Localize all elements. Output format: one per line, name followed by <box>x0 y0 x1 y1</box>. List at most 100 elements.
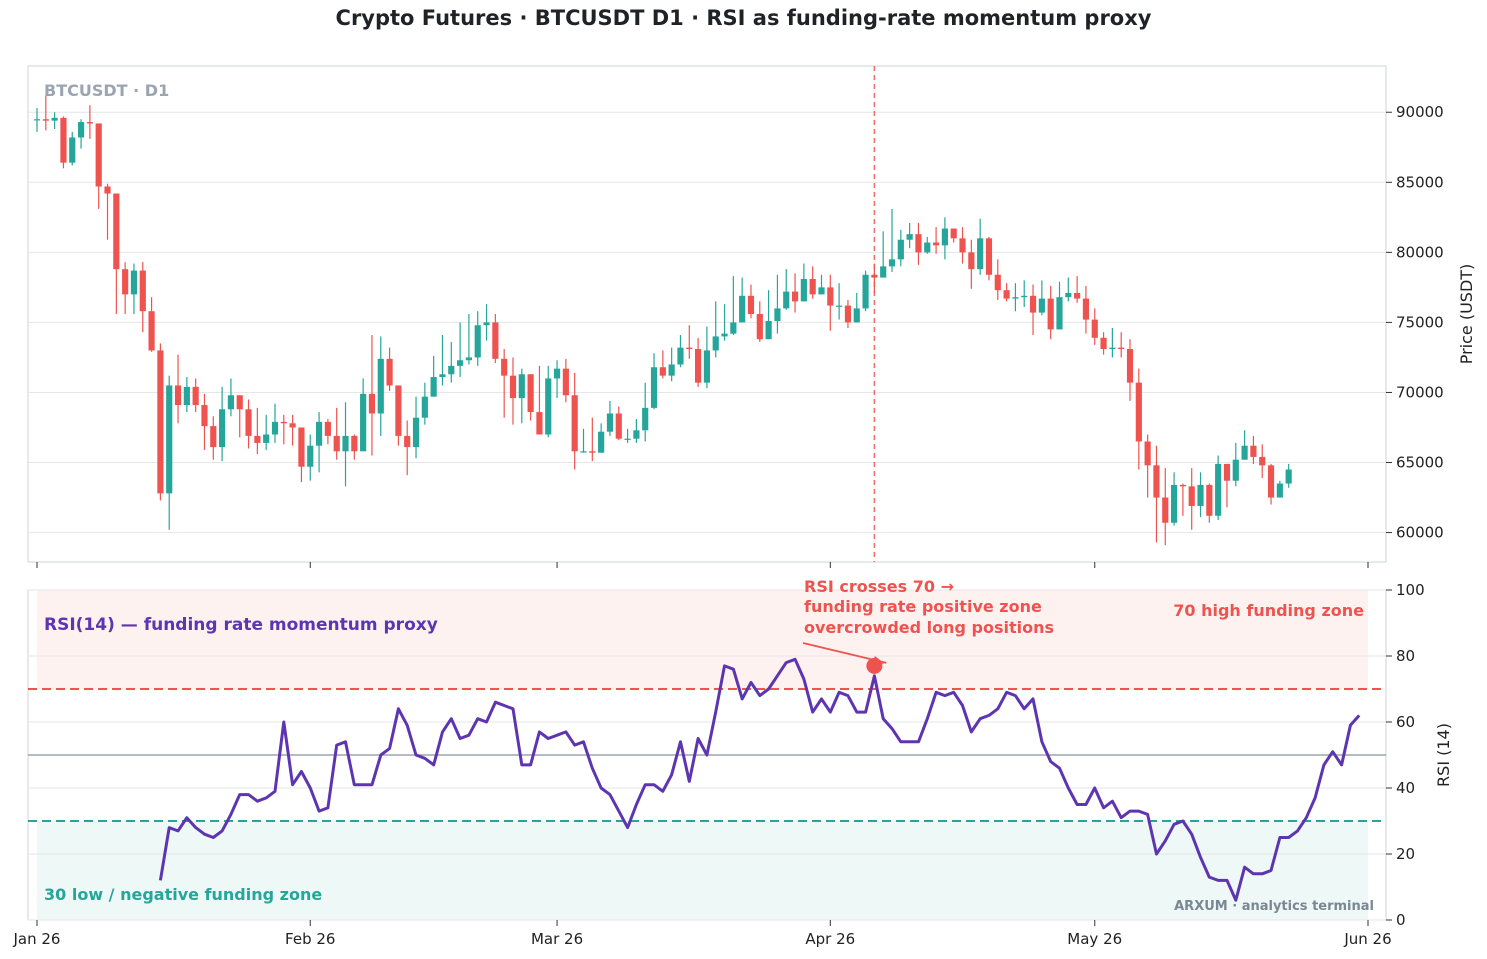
candle <box>545 365 552 438</box>
candle-body <box>695 349 702 383</box>
candle <box>236 395 243 438</box>
candle <box>219 386 226 462</box>
chart-title: Crypto Futures · BTCUSDT D1 · RSI as fun… <box>335 6 1152 30</box>
candle <box>1162 468 1169 546</box>
candle <box>844 299 852 329</box>
candle-body <box>457 360 464 366</box>
candle-body <box>210 426 217 448</box>
candle <box>404 420 411 476</box>
x-tick-label: Jun 26 <box>1343 930 1391 948</box>
candle-body <box>1056 297 1063 330</box>
candle <box>836 283 843 320</box>
candle <box>571 372 578 470</box>
candle <box>307 434 314 481</box>
candle <box>122 262 129 314</box>
candle <box>263 414 270 450</box>
candle-body <box>412 417 420 448</box>
candle <box>104 183 111 240</box>
price-x-tickmarks <box>36 562 1369 568</box>
candle-body <box>298 427 305 467</box>
candle <box>492 314 499 364</box>
x-tick-label: May 26 <box>1067 930 1122 948</box>
price-y-tick-label: 60000 <box>1396 524 1444 542</box>
x-tick-label: Mar 26 <box>531 930 583 948</box>
candle-body <box>130 270 138 295</box>
candle-body <box>933 242 940 246</box>
candle <box>985 236 993 281</box>
candle <box>1029 284 1037 336</box>
candle-body <box>1179 484 1186 487</box>
candle-body <box>315 421 323 446</box>
candle-body <box>686 347 693 350</box>
candle-body <box>668 364 675 376</box>
candle <box>598 423 605 453</box>
candle-body <box>589 451 596 453</box>
candle-body <box>624 438 631 440</box>
candle-body <box>1074 292 1081 299</box>
candle <box>457 322 464 378</box>
candle-body <box>1003 290 1010 299</box>
candle <box>174 354 182 424</box>
price-gridlines <box>28 111 1386 534</box>
candle <box>712 301 719 358</box>
candle <box>1285 463 1292 488</box>
candle-body <box>342 435 349 452</box>
candle <box>333 407 340 460</box>
candle-body <box>289 423 296 428</box>
candle-body <box>527 374 534 413</box>
candle <box>1135 368 1142 470</box>
price-y-tick-label: 85000 <box>1396 173 1444 191</box>
candle <box>280 414 287 445</box>
oversold-zone <box>37 821 1368 920</box>
candle-body <box>1215 463 1222 516</box>
candle <box>501 349 508 418</box>
candle-body <box>518 374 525 399</box>
candle <box>897 229 904 267</box>
candle <box>1065 277 1072 302</box>
candle-body <box>844 305 852 323</box>
candle-body <box>703 350 710 383</box>
candle-body <box>994 274 1001 291</box>
candle <box>756 301 763 343</box>
candle-body <box>492 322 499 359</box>
candle-body <box>1153 465 1160 498</box>
candle-body <box>1241 445 1248 460</box>
candle <box>959 227 966 264</box>
candle <box>1223 463 1231 508</box>
candle-body <box>562 368 569 396</box>
candle <box>1144 434 1151 498</box>
candle <box>474 311 481 366</box>
rsi-zones <box>37 590 1368 920</box>
candle-body <box>1285 469 1292 484</box>
overbought-zone <box>37 590 1368 689</box>
candle-body <box>941 228 948 246</box>
candle <box>192 378 199 413</box>
candle <box>871 263 878 293</box>
candle <box>1250 435 1257 464</box>
candle-body <box>122 269 129 295</box>
candle <box>421 382 428 425</box>
price-y-axis: 60000 65000 70000 75000 80000 85000 90000 <box>1386 103 1444 542</box>
candle-body <box>1135 382 1142 442</box>
candle <box>624 428 631 443</box>
candle-body <box>730 322 737 334</box>
candle-body <box>421 396 428 418</box>
candle <box>695 337 702 387</box>
candle-body <box>42 119 49 121</box>
candle-body <box>1021 295 1028 298</box>
candle-body <box>924 242 931 253</box>
candle <box>351 434 358 460</box>
candle <box>465 314 472 365</box>
candle-body <box>280 421 287 424</box>
candle-body <box>219 409 226 448</box>
candle <box>994 259 1001 300</box>
candle-body <box>1223 463 1231 481</box>
candle <box>509 357 517 425</box>
candle <box>668 347 675 382</box>
candle-body <box>254 435 261 443</box>
candle-body <box>245 409 252 436</box>
annotation-line-1: RSI crosses 70 → <box>804 577 954 596</box>
candle <box>1206 483 1213 523</box>
candle <box>245 399 252 449</box>
